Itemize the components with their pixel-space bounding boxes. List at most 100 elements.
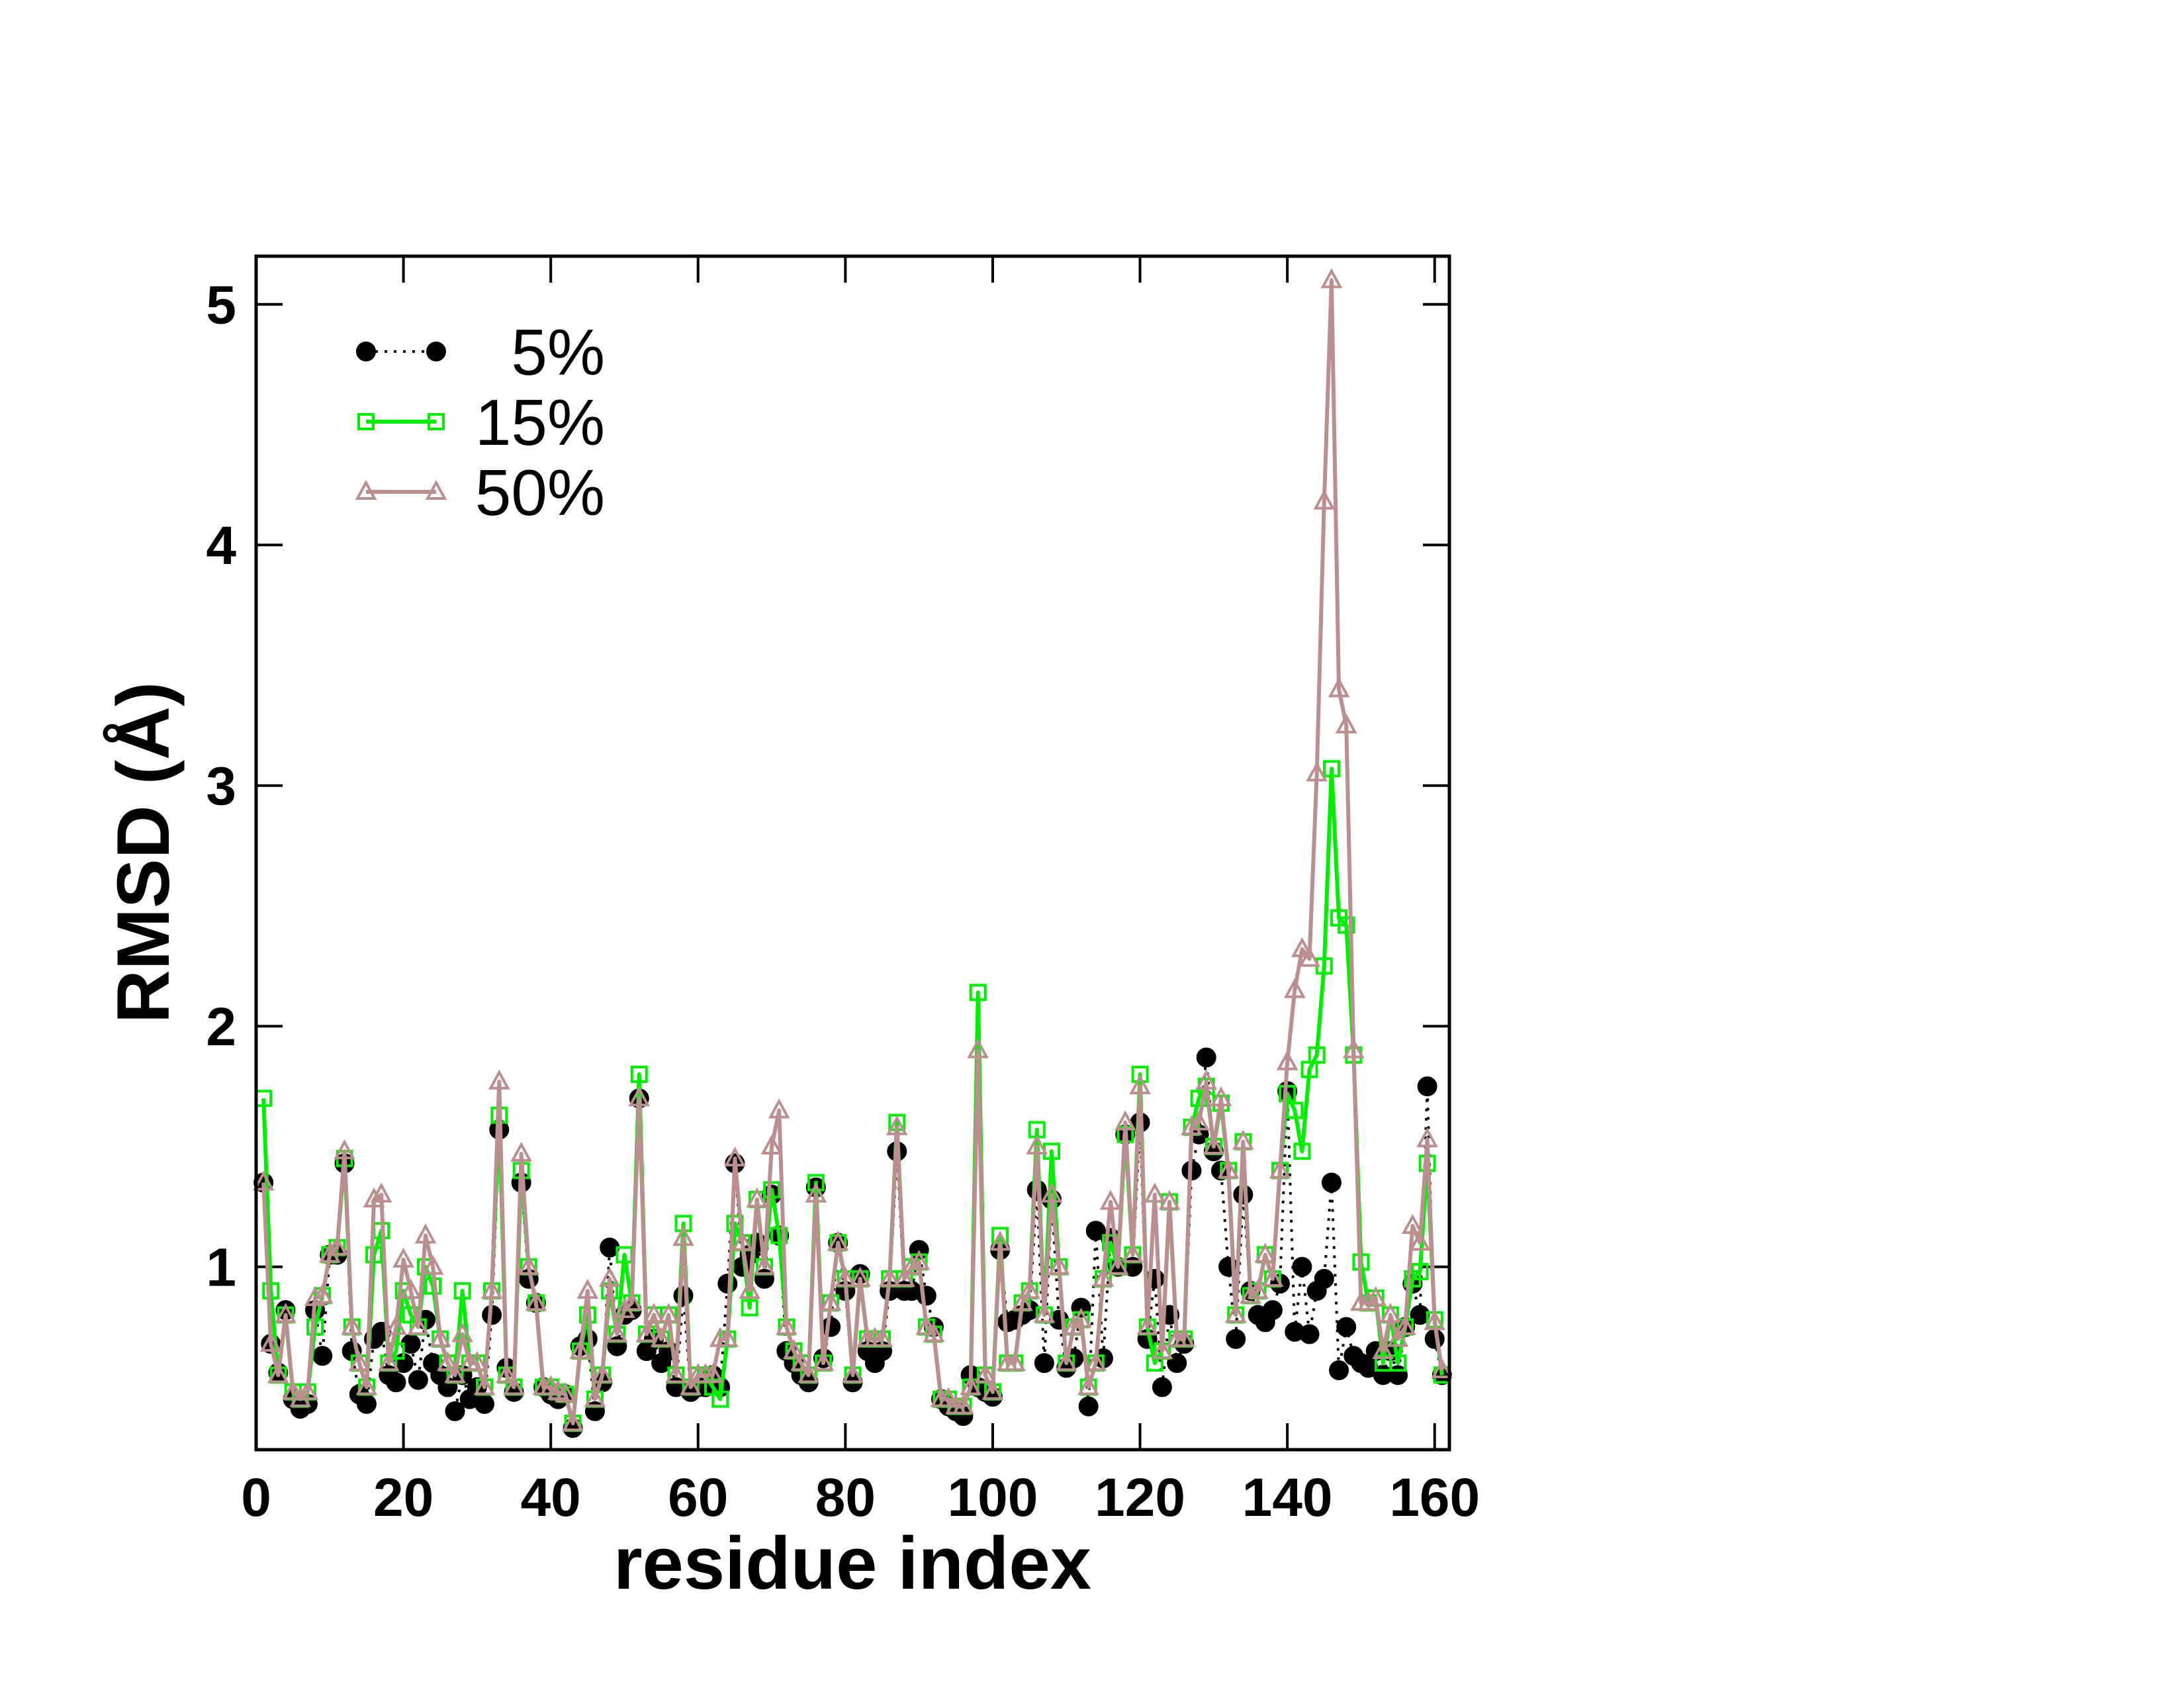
marker — [1329, 1360, 1349, 1381]
marker — [635, 1322, 658, 1342]
marker — [1070, 1307, 1092, 1328]
marker — [422, 1254, 444, 1275]
marker — [262, 1282, 280, 1300]
plot-frame — [254, 254, 1451, 1452]
marker — [1158, 1190, 1181, 1210]
x-tick-label: 40 — [521, 1468, 581, 1528]
marker — [429, 1327, 451, 1347]
marker — [1196, 1047, 1216, 1068]
x-tick-label: 80 — [815, 1468, 876, 1528]
marker — [466, 1350, 488, 1372]
marker — [1298, 947, 1320, 967]
marker — [1136, 1315, 1159, 1335]
marker — [1055, 1350, 1077, 1372]
marker — [518, 1254, 540, 1275]
marker — [386, 1372, 406, 1393]
marker — [628, 1086, 651, 1107]
marker — [1114, 1110, 1136, 1131]
marker — [385, 1315, 407, 1335]
marker — [598, 1266, 621, 1287]
marker — [496, 1363, 518, 1383]
marker — [1299, 1324, 1320, 1344]
marker — [370, 1182, 392, 1203]
marker — [1092, 1266, 1115, 1287]
marker — [812, 1350, 835, 1372]
marker — [746, 1187, 768, 1207]
marker — [952, 1394, 974, 1415]
marker — [600, 1237, 620, 1258]
marker — [923, 1322, 945, 1342]
marker — [1410, 1305, 1430, 1325]
marker — [1247, 1278, 1269, 1299]
marker — [1026, 1134, 1048, 1154]
marker — [1292, 1256, 1312, 1277]
legend-marker — [355, 479, 377, 500]
marker — [282, 1380, 304, 1400]
marker — [1328, 677, 1350, 698]
marker — [377, 1350, 400, 1372]
marker — [878, 1266, 901, 1287]
legend-marker — [356, 342, 376, 361]
marker — [908, 1250, 931, 1270]
marker — [400, 1278, 422, 1299]
marker — [739, 1278, 761, 1299]
marker — [790, 1350, 812, 1372]
marker — [672, 1225, 694, 1246]
marker — [475, 1393, 495, 1414]
marker — [821, 1317, 841, 1337]
marker — [1181, 1115, 1203, 1135]
marker — [1291, 937, 1313, 957]
legend-marker — [425, 479, 447, 500]
x-tick-label: 100 — [948, 1468, 1038, 1528]
marker — [716, 1327, 739, 1347]
marker — [311, 1284, 334, 1304]
marker — [901, 1254, 923, 1275]
marker — [1417, 1076, 1437, 1097]
marker — [1286, 1102, 1304, 1119]
marker — [363, 1187, 385, 1207]
y-tick-label: 4 — [206, 516, 236, 576]
marker — [1254, 1243, 1277, 1263]
marker — [392, 1247, 414, 1268]
marker — [400, 1334, 421, 1354]
marker — [1107, 1254, 1129, 1275]
marker — [341, 1315, 363, 1335]
legend: 5%15%50% — [355, 316, 605, 529]
legend-marker — [357, 413, 375, 430]
marker — [1336, 1317, 1357, 1337]
series-line — [261, 278, 1444, 1426]
marker — [1232, 1129, 1254, 1150]
marker — [1233, 1184, 1253, 1205]
marker — [1226, 1329, 1246, 1349]
marker — [1401, 1213, 1424, 1234]
x-tick-label: 140 — [1242, 1468, 1333, 1528]
marker — [555, 1382, 576, 1403]
marker — [480, 1278, 503, 1299]
marker — [1122, 1243, 1144, 1263]
x-tick-label: 160 — [1389, 1468, 1480, 1528]
marker — [1151, 1338, 1173, 1359]
marker — [296, 1380, 319, 1400]
marker — [252, 1170, 275, 1191]
y-axis-title: RMSD (Å) — [102, 682, 185, 1023]
marker — [621, 1291, 643, 1311]
marker — [1387, 1327, 1409, 1347]
marker — [1338, 916, 1355, 934]
marker — [1085, 1350, 1107, 1372]
marker — [525, 1291, 547, 1311]
marker — [967, 1038, 989, 1058]
y-tick-label: 2 — [206, 997, 236, 1057]
marker — [1262, 1300, 1283, 1321]
marker — [355, 1375, 378, 1395]
marker — [259, 1331, 282, 1352]
marker — [1411, 1263, 1429, 1281]
marker — [731, 1231, 753, 1251]
marker — [974, 1363, 997, 1383]
marker — [1379, 1303, 1402, 1323]
marker — [1342, 1038, 1365, 1058]
marker — [1195, 1069, 1218, 1090]
marker — [304, 1286, 326, 1306]
marker — [584, 1387, 606, 1407]
marker — [1173, 1327, 1195, 1347]
